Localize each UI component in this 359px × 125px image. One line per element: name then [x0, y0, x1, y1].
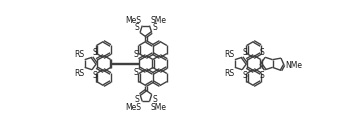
Text: S: S	[134, 50, 139, 59]
Text: S: S	[243, 48, 248, 56]
Text: S: S	[93, 48, 98, 56]
Text: RS: RS	[74, 68, 84, 78]
Text: S: S	[260, 48, 265, 56]
Text: SMe: SMe	[150, 16, 166, 24]
Text: RS: RS	[224, 68, 234, 78]
Text: S: S	[243, 70, 248, 80]
Text: S: S	[153, 95, 157, 104]
Text: S: S	[134, 68, 139, 77]
Text: RS: RS	[74, 50, 84, 58]
Text: NMe: NMe	[286, 60, 303, 70]
Text: S: S	[135, 23, 139, 32]
Text: MeS: MeS	[126, 16, 141, 24]
Text: S: S	[260, 70, 265, 80]
Text: SMe: SMe	[150, 102, 166, 112]
Text: S: S	[153, 23, 157, 32]
Text: S: S	[93, 70, 98, 80]
Text: S: S	[135, 95, 139, 104]
Text: RS: RS	[224, 50, 234, 58]
Text: MeS: MeS	[126, 102, 141, 112]
